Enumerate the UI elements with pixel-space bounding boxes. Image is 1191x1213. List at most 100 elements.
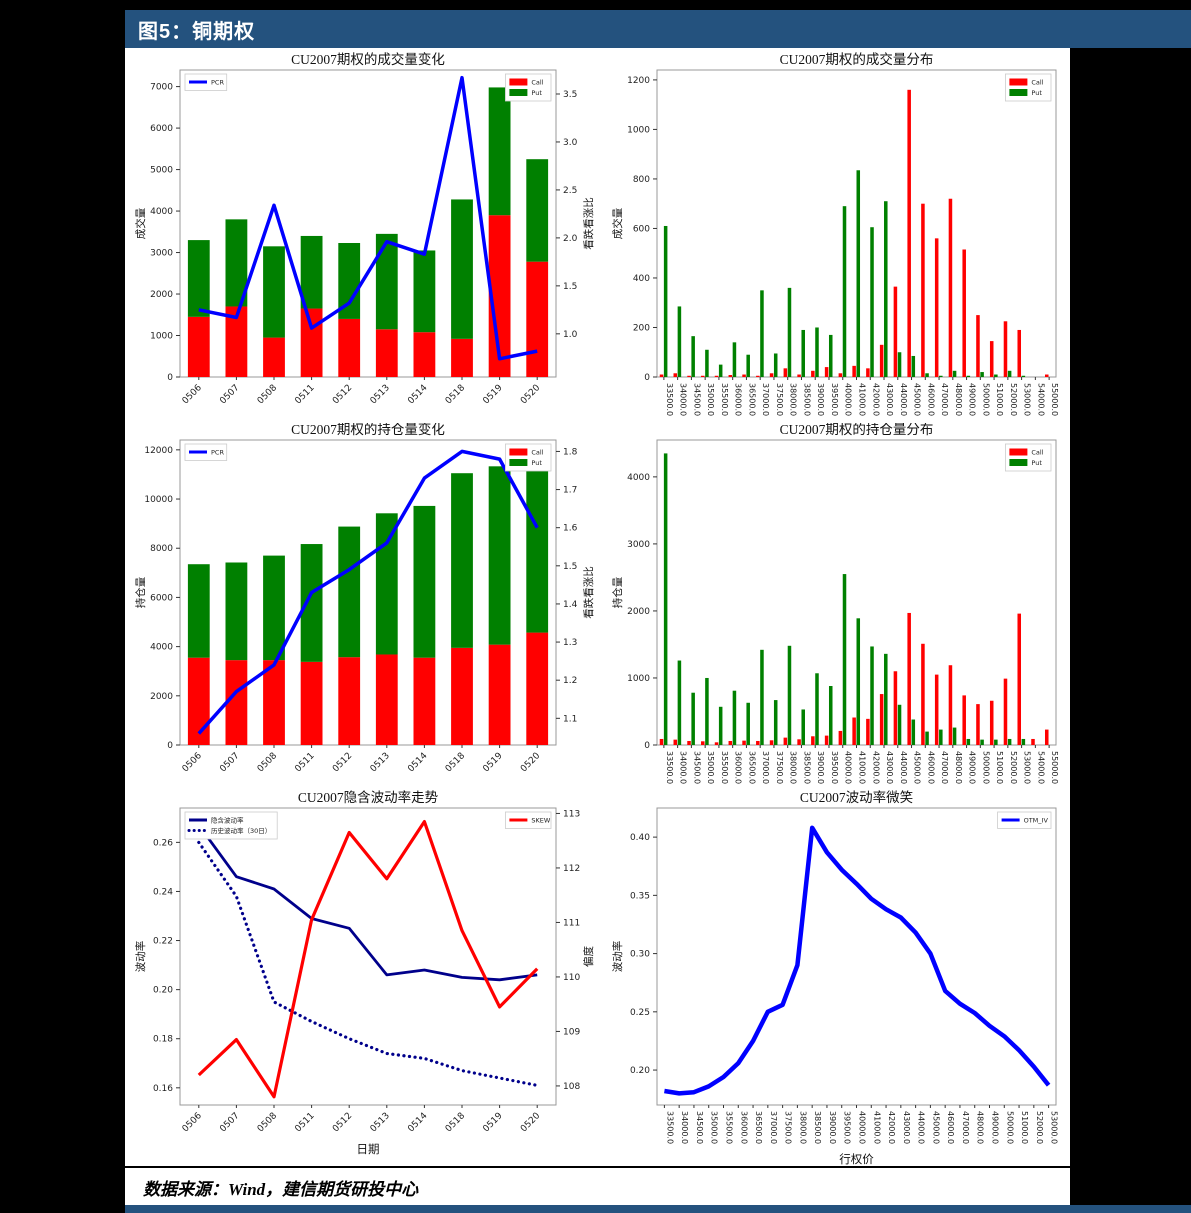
svg-text:34000.0: 34000.0 — [680, 1111, 689, 1144]
svg-text:偏度: 偏度 — [582, 946, 595, 967]
svg-text:36000.0: 36000.0 — [739, 1111, 748, 1144]
svg-text:53000.0: 53000.0 — [1023, 383, 1032, 416]
svg-text:50000.0: 50000.0 — [981, 751, 990, 784]
svg-text:0520: 0520 — [519, 1111, 542, 1134]
figure-title: 图5：铜期权 — [138, 20, 256, 43]
svg-text:38500.0: 38500.0 — [802, 383, 811, 416]
svg-text:34000.0: 34000.0 — [679, 383, 688, 416]
svg-text:52000.0: 52000.0 — [1035, 1111, 1044, 1144]
svg-text:38500.0: 38500.0 — [802, 751, 811, 784]
svg-text:0506: 0506 — [181, 751, 204, 774]
svg-text:OTM_IV: OTM_IV — [1024, 817, 1049, 825]
svg-text:0507: 0507 — [218, 751, 241, 774]
svg-text:46000.0: 46000.0 — [926, 383, 935, 416]
svg-text:34500.0: 34500.0 — [692, 383, 701, 416]
svg-text:CU2007隐含波动率走势: CU2007隐含波动率走势 — [298, 790, 438, 805]
svg-text:0508: 0508 — [256, 1111, 279, 1134]
svg-text:0: 0 — [644, 373, 650, 383]
svg-text:0.40: 0.40 — [630, 833, 650, 843]
svg-text:33500.0: 33500.0 — [665, 751, 674, 784]
svg-text:0513: 0513 — [369, 1111, 392, 1134]
svg-text:Put: Put — [531, 459, 542, 467]
svg-text:3.0: 3.0 — [563, 138, 578, 148]
svg-text:4000: 4000 — [627, 473, 650, 483]
svg-text:0519: 0519 — [481, 1111, 504, 1134]
svg-text:2.0: 2.0 — [563, 234, 578, 244]
svg-text:37500.0: 37500.0 — [775, 751, 784, 784]
chart-open-interest-distribution: CU2007期权的持仓量分布 0 1000 2000 3000 4000 33500.0 34… — [611, 423, 1059, 784]
svg-text:39000.0: 39000.0 — [816, 383, 825, 416]
svg-text:0: 0 — [644, 741, 650, 751]
svg-text:35000.0: 35000.0 — [710, 1111, 719, 1144]
svg-text:看跌看涨比: 看跌看涨比 — [582, 566, 595, 619]
svg-text:36500.0: 36500.0 — [747, 751, 756, 784]
svg-text:SKEW: SKEW — [531, 817, 550, 825]
svg-text:0.22: 0.22 — [153, 937, 173, 947]
svg-text:45000.0: 45000.0 — [931, 1111, 940, 1144]
svg-text:36000.0: 36000.0 — [734, 383, 743, 416]
svg-text:44000.0: 44000.0 — [899, 751, 908, 784]
svg-text:47000.0: 47000.0 — [940, 751, 949, 784]
svg-text:55000.0: 55000.0 — [1050, 383, 1059, 416]
svg-text:1.2: 1.2 — [563, 676, 577, 686]
chart-volume-distribution: CU2007期权的成交量分布 0 200 400 600 800 1000 1200 33500… — [611, 51, 1059, 416]
svg-text:Put: Put — [1031, 89, 1042, 97]
svg-text:34500.0: 34500.0 — [692, 751, 701, 784]
svg-text:36500.0: 36500.0 — [747, 383, 756, 416]
svg-text:41000.0: 41000.0 — [858, 751, 867, 784]
svg-text:54000.0: 54000.0 — [1036, 751, 1045, 784]
svg-text:43000.0: 43000.0 — [885, 383, 894, 416]
svg-text:55000.0: 55000.0 — [1050, 751, 1059, 784]
svg-text:0: 0 — [167, 741, 173, 751]
svg-text:3.5: 3.5 — [563, 90, 577, 100]
svg-text:1.0: 1.0 — [563, 330, 578, 340]
svg-text:8000: 8000 — [150, 544, 173, 554]
svg-text:2000: 2000 — [150, 290, 173, 300]
svg-text:0507: 0507 — [218, 383, 241, 406]
svg-text:37500.0: 37500.0 — [784, 1111, 793, 1144]
svg-text:33500.0: 33500.0 — [665, 383, 674, 416]
svg-text:51000.0: 51000.0 — [995, 383, 1004, 416]
svg-text:0511: 0511 — [293, 1111, 316, 1134]
svg-text:成交量: 成交量 — [611, 207, 624, 239]
svg-text:111: 111 — [563, 918, 580, 928]
svg-text:0512: 0512 — [331, 383, 354, 406]
svg-text:0514: 0514 — [406, 383, 429, 406]
chart-implied-vol-trend: CU2007隐含波动率走势 0.16 0.18 0.20 0.22 0.24 0.26 108… — [134, 790, 595, 1156]
svg-text:0.30: 0.30 — [630, 950, 650, 960]
svg-text:0519: 0519 — [481, 383, 504, 406]
svg-text:47000.0: 47000.0 — [940, 383, 949, 416]
svg-text:35500.0: 35500.0 — [720, 751, 729, 784]
source-row: 数据来源：Wind，建信期货研投中心 — [125, 1166, 1070, 1207]
svg-text:47000.0: 47000.0 — [961, 1111, 970, 1144]
svg-text:0511: 0511 — [293, 383, 316, 406]
svg-text:48000.0: 48000.0 — [976, 1111, 985, 1144]
svg-text:1.4: 1.4 — [563, 600, 578, 610]
svg-text:0508: 0508 — [256, 751, 279, 774]
svg-text:0518: 0518 — [444, 383, 467, 406]
svg-text:39500.0: 39500.0 — [830, 383, 839, 416]
svg-text:42000.0: 42000.0 — [871, 751, 880, 784]
svg-text:0.18: 0.18 — [153, 1035, 173, 1045]
svg-text:0508: 0508 — [256, 383, 279, 406]
svg-text:600: 600 — [633, 224, 650, 234]
svg-text:45000.0: 45000.0 — [913, 751, 922, 784]
svg-text:Call: Call — [1031, 449, 1043, 457]
svg-text:Put: Put — [531, 89, 542, 97]
svg-text:1.8: 1.8 — [563, 447, 578, 457]
svg-text:109: 109 — [563, 1027, 580, 1037]
svg-text:0.16: 0.16 — [153, 1084, 173, 1094]
svg-text:波动率: 波动率 — [134, 941, 147, 973]
charts-panel: CU2007期权的成交量变化 0 1000 2000 3000 4000 5000 6000 7… — [125, 48, 1070, 1168]
svg-text:1000: 1000 — [627, 674, 650, 684]
svg-text:Put: Put — [1031, 459, 1042, 467]
svg-text:CU2007期权的成交量变化: CU2007期权的成交量变化 — [291, 51, 445, 67]
svg-text:0514: 0514 — [406, 1111, 429, 1134]
svg-text:0513: 0513 — [369, 383, 392, 406]
svg-text:Call: Call — [531, 449, 543, 457]
svg-text:200: 200 — [633, 323, 650, 333]
svg-text:800: 800 — [633, 175, 650, 185]
svg-text:45000.0: 45000.0 — [913, 383, 922, 416]
svg-text:53000.0: 53000.0 — [1023, 751, 1032, 784]
svg-text:51000.0: 51000.0 — [1020, 1111, 1029, 1144]
